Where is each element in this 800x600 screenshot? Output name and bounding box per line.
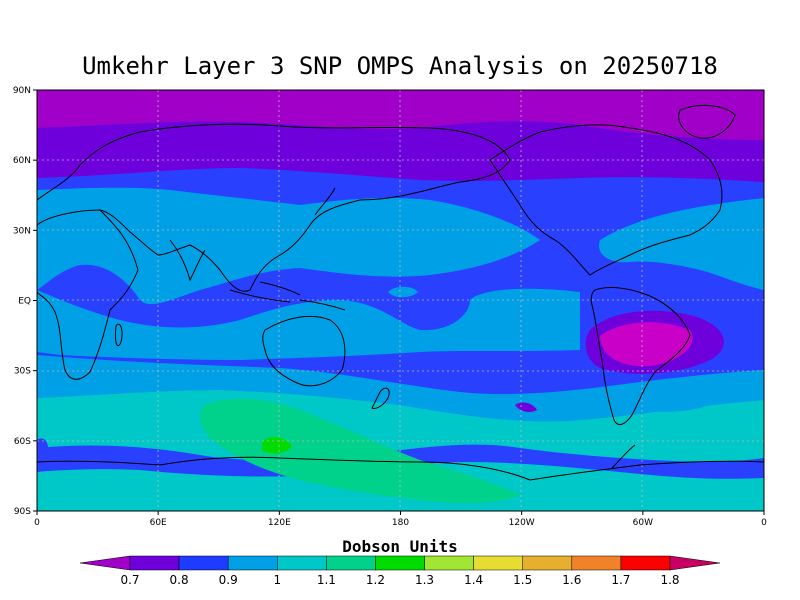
polar-cap-north: [37, 90, 764, 140]
violet-patch-pacific: [515, 402, 537, 413]
cyan-patch-southatlantic: [628, 393, 715, 412]
cyan-patch-pacific: [388, 286, 418, 298]
lon-tick-label: 180: [392, 518, 409, 528]
lat-tick-label: 30N: [13, 226, 31, 236]
longitude-axis: 0 60E 120E 180 120W 60W 0: [34, 511, 767, 528]
chart-title: Umkehr Layer 3 SNP OMPS Analysis on 2025…: [82, 52, 718, 80]
coast-japan: [314, 187, 336, 216]
violet-band-north: [37, 121, 764, 182]
green-patch: [200, 398, 520, 504]
coast-north-america: [489, 124, 723, 276]
colorbar-swatch: [227, 555, 278, 571]
coast-australia: [262, 315, 346, 387]
lon-tick-label: 0: [761, 518, 767, 528]
colorbar-swatch: [375, 555, 425, 571]
coast-antarctic-peninsula: [611, 444, 636, 469]
magenta-core-south-america: [600, 322, 693, 367]
colorbar-swatch: [424, 555, 474, 571]
cyan-band-south: [37, 355, 764, 422]
colorbar-label: 1.1: [317, 573, 336, 587]
cyan-patch-atlantic: [599, 198, 764, 290]
colorbar-swatch: [571, 555, 622, 571]
coast-indonesia: [229, 281, 346, 311]
colorbar-swatch: [620, 555, 671, 571]
lon-tick-label: 120W: [509, 518, 535, 528]
lat-tick-label: 60N: [13, 156, 31, 166]
ozone-field: [37, 90, 764, 511]
lon-tick-label: 60E: [150, 518, 167, 528]
lat-tick-label: 30S: [14, 367, 31, 377]
lat-tick-label: 90N: [13, 86, 31, 96]
graticule: [37, 90, 764, 511]
colorbar-label: 1.7: [611, 573, 630, 587]
colorbar-label: 1.4: [464, 573, 483, 587]
colorbar-low-arrow: [79, 555, 131, 571]
colorbar-label: 1.3: [415, 573, 434, 587]
colorbar-swatch: [178, 555, 229, 571]
lon-tick-label: 0: [34, 518, 40, 528]
bright-green-spot: [262, 437, 292, 454]
coast-india: [169, 239, 206, 282]
colorbar-label: 1.8: [660, 573, 679, 587]
colorbar-swatch: [326, 555, 376, 571]
colorbar-label: 0.7: [120, 573, 139, 587]
coastlines: [37, 104, 764, 481]
colorbar-label: 1.2: [366, 573, 385, 587]
coast-greenland: [678, 104, 736, 139]
blue-patch-west: [37, 438, 48, 457]
coast-eurasia: [37, 123, 511, 292]
lon-tick-label: 60W: [633, 518, 653, 528]
lat-tick-label: EQ: [18, 297, 31, 307]
colorbar-title: Dobson Units: [342, 537, 458, 556]
colorbar-label: 0.8: [170, 573, 189, 587]
colorbar-swatch: [277, 555, 327, 571]
colorbar-swatch: [522, 555, 573, 571]
colorbar-label: 1.5: [513, 573, 532, 587]
cyan-band-north: [37, 187, 540, 305]
colorbar: 0.7 0.8 0.9 1 1.1 1.2 1.3 1.4 1.5 1.6 1.7 1.8: [79, 555, 721, 587]
colorbar-label: 1.6: [562, 573, 581, 587]
colorbar-label: 1: [273, 573, 281, 587]
coast-africa: [37, 209, 139, 380]
lat-tick-label: 90S: [14, 507, 31, 517]
colorbar-label: 0.9: [219, 573, 238, 587]
colorbar-high-arrow: [669, 555, 721, 571]
colorbar-swatch: [473, 555, 523, 571]
coast-new-zealand: [371, 387, 390, 409]
cyan-band-equator: [37, 288, 580, 360]
coast-antarctica: [37, 456, 764, 481]
coast-madagascar: [115, 323, 123, 347]
latitude-axis: 90N 60N 30N EQ 30S 60S 90S: [13, 86, 37, 517]
lat-tick-label: 60S: [14, 437, 31, 447]
coast-south-america: [590, 287, 691, 426]
colorbar-swatch: [129, 555, 180, 571]
lon-tick-label: 120E: [268, 518, 291, 528]
